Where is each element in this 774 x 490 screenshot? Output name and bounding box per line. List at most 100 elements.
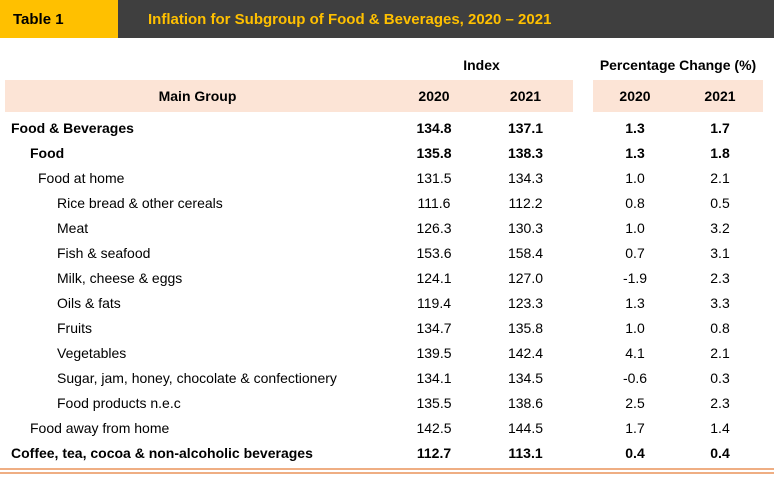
index-2020-value: 111.6 — [417, 194, 451, 211]
pct-2021-value: 2.1 — [710, 344, 730, 361]
main-group-header: Main Group — [5, 80, 390, 112]
index-2020-value: 134.7 — [416, 319, 452, 336]
pct-2021-value: 0.4 — [710, 444, 730, 461]
table-row: Vegetables 139.5 142.4 4.1 2.1 — [5, 340, 763, 365]
index-2021-value: 130.3 — [507, 219, 544, 236]
index-2021-value: 134.5 — [507, 369, 544, 386]
index-2021-header: 2021 — [478, 80, 573, 112]
row-label: Food & Beverages — [11, 119, 134, 136]
table-row: Rice bread & other cereals 111.6 112.2 0… — [5, 190, 763, 215]
table-row: Food & Beverages 134.8 137.1 1.3 1.7 — [5, 115, 763, 140]
row-label: Oils & fats — [57, 294, 121, 311]
index-group-header: Index — [463, 57, 500, 73]
pct-2020-value: 1.3 — [625, 119, 645, 136]
row-label: Rice bread & other cereals — [57, 194, 223, 211]
index-2020-value: 153.6 — [416, 244, 452, 261]
index-2020-value: 112.7 — [416, 444, 452, 461]
pct-2021-value: 1.7 — [710, 119, 730, 136]
pct-2021-value: 2.3 — [710, 269, 730, 286]
index-2020-value: 134.1 — [416, 369, 452, 386]
row-label: Meat — [57, 219, 89, 236]
index-2020-value: 126.3 — [416, 219, 452, 236]
table-body: Food & Beverages 134.8 137.1 1.3 1.7 Foo… — [0, 115, 774, 465]
pct-2020-value: 0.8 — [625, 194, 645, 211]
column-spacer — [573, 80, 593, 112]
pct-2021-value: 3.1 — [710, 244, 730, 261]
row-label: Fruits — [57, 319, 92, 336]
index-2021-value: 144.5 — [507, 419, 544, 436]
pct-2020-value: 1.7 — [625, 419, 645, 436]
pct-2021-value: 3.3 — [710, 294, 730, 311]
table-row: Food products n.e.c 135.5 138.6 2.5 2.3 — [5, 390, 763, 415]
pct-2021-value: 0.5 — [710, 194, 730, 211]
table-title-bar: Table 1 Inflation for Subgroup of Food &… — [0, 0, 774, 38]
row-label: Food products n.e.c — [57, 394, 181, 411]
table-row: Fruits 134.7 135.8 1.0 0.8 — [5, 315, 763, 340]
pct-2021-header: 2021 — [677, 80, 763, 112]
pct-2021-value: 1.8 — [710, 144, 730, 161]
pct-2020-value: 0.4 — [625, 444, 645, 461]
index-2021-value: 134.3 — [507, 169, 544, 186]
pct-2020-value: 1.0 — [625, 169, 645, 186]
pct-2021-value: 2.3 — [710, 394, 730, 411]
row-label: Fish & seafood — [57, 244, 151, 261]
index-2020-value: 131.5 — [416, 169, 452, 186]
index-2021-value: 142.4 — [507, 344, 544, 361]
index-2021-value: 138.6 — [507, 394, 544, 411]
index-2021-value: 158.4 — [507, 244, 544, 261]
pct-2020-value: -1.9 — [622, 269, 648, 286]
table-row: Food 135.8 138.3 1.3 1.8 — [5, 140, 763, 165]
pct-2021-value: 1.4 — [710, 419, 730, 436]
index-2020-value: 139.5 — [416, 344, 452, 361]
row-label: Food away from home — [30, 419, 170, 436]
table-row: Coffee, tea, cocoa & non-alcoholic bever… — [5, 440, 763, 465]
index-2020-value: 142.5 — [416, 419, 452, 436]
table-row: Oils & fats 119.4 123.3 1.3 3.3 — [5, 290, 763, 315]
row-label: Vegetables — [57, 344, 127, 361]
pct-2021-value: 3.2 — [710, 219, 730, 236]
index-2020-value: 119.4 — [417, 294, 451, 311]
table-number-badge: Table 1 — [0, 0, 118, 38]
index-2020-value: 135.5 — [416, 394, 452, 411]
pct-2021-value: 0.3 — [710, 369, 730, 386]
table-row: Fish & seafood 153.6 158.4 0.7 3.1 — [5, 240, 763, 265]
pct-2020-value: 1.0 — [625, 319, 645, 336]
table-row: Milk, cheese & eggs 124.1 127.0 -1.9 2.3 — [5, 265, 763, 290]
pct-2020-value: 1.3 — [625, 144, 645, 161]
index-2020-value: 135.8 — [416, 144, 452, 161]
pct-2020-value: -0.6 — [622, 369, 648, 386]
index-2021-value: 135.8 — [507, 319, 544, 336]
pct-2020-value: 2.5 — [625, 394, 645, 411]
row-label: Coffee, tea, cocoa & non-alcoholic bever… — [11, 444, 313, 461]
index-2021-value: 123.3 — [507, 294, 544, 311]
group-header-row: Index Percentage Change (%) — [5, 52, 763, 78]
pct-2020-value: 0.7 — [625, 244, 645, 261]
table-row: Food at home 131.5 134.3 1.0 2.1 — [5, 165, 763, 190]
index-2021-value: 113.1 — [508, 444, 543, 461]
pct-2020-value: 1.3 — [625, 294, 645, 311]
pct-2020-value: 1.0 — [625, 219, 645, 236]
bottom-double-border — [0, 468, 774, 474]
table-row: Sugar, jam, honey, chocolate & confectio… — [5, 365, 763, 390]
row-label: Food — [30, 144, 65, 161]
row-label: Food at home — [38, 169, 125, 186]
column-header-row: Main Group 2020 2021 2020 2021 — [5, 80, 763, 112]
table-row: Food away from home 142.5 144.5 1.7 1.4 — [5, 415, 763, 440]
pct-2020-header: 2020 — [593, 80, 677, 112]
page-title: Inflation for Subgroup of Food & Beverag… — [148, 10, 552, 28]
pct-2021-value: 2.1 — [710, 169, 730, 186]
index-2020-value: 134.8 — [416, 119, 452, 136]
index-2021-value: 137.1 — [507, 119, 544, 136]
pct-change-group-header: Percentage Change (%) — [599, 57, 757, 73]
row-label: Sugar, jam, honey, chocolate & confectio… — [57, 369, 337, 386]
index-2021-value: 138.3 — [507, 144, 544, 161]
index-2020-value: 124.1 — [416, 269, 452, 286]
index-2021-value: 112.2 — [508, 194, 543, 211]
index-2021-value: 127.0 — [507, 269, 544, 286]
index-2020-header: 2020 — [390, 80, 478, 112]
pct-2020-value: 4.1 — [625, 344, 645, 361]
table-row: Meat 126.3 130.3 1.0 3.2 — [5, 215, 763, 240]
pct-2021-value: 0.8 — [710, 319, 730, 336]
row-label: Milk, cheese & eggs — [57, 269, 183, 286]
